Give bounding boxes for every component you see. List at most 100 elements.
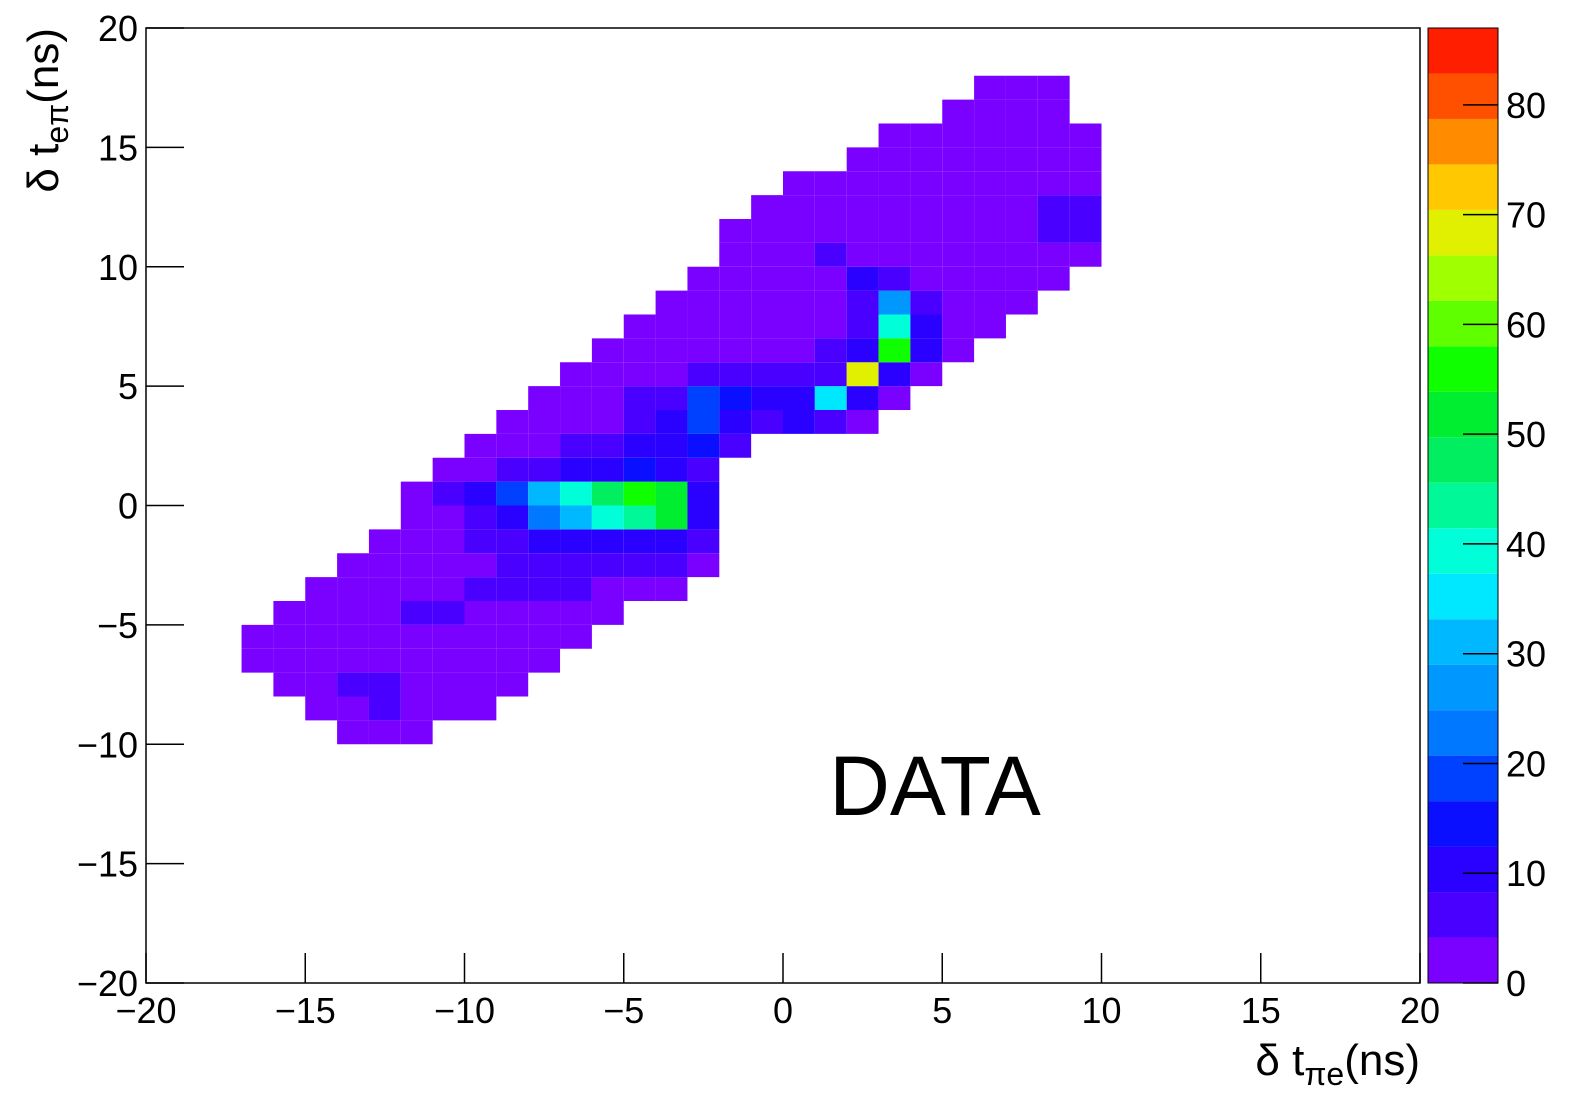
heatmap-cell [942,266,975,291]
heatmap-cell [432,648,465,673]
heatmap-cell [974,99,1006,124]
heatmap-cell [910,314,943,339]
colorbar-tick-label: 20 [1506,743,1546,784]
heatmap-cell [560,529,592,554]
heatmap-cell [464,457,497,482]
heatmap-cell [687,362,720,387]
colorbar-level [1428,937,1498,983]
heatmap-cell [400,529,433,554]
colorbar-level [1428,164,1498,210]
heatmap-cell [655,362,688,387]
heatmap-cell [974,219,1006,243]
heatmap-cell [655,481,688,506]
heatmap-cell [719,314,752,339]
heatmap-cell [623,433,656,458]
heatmap-cell [591,601,624,625]
heatmap-cell [337,672,369,697]
heatmap-cell [719,362,752,387]
heatmap-cell [591,577,624,601]
heatmap-cell [337,553,369,578]
heatmap-cell [814,386,847,410]
heatmap-cell [751,362,783,387]
heatmap-cell [623,457,656,482]
heatmap-cell [814,242,847,267]
heatmap-cell [1069,123,1102,148]
heatmap-cell [910,195,943,219]
colorbar-level [1428,28,1498,74]
heatmap-cell [974,75,1006,100]
heatmap-cell [496,624,529,649]
heatmap-cell [1069,147,1102,172]
colorbar-level [1428,710,1498,756]
heatmap-cell [623,338,656,363]
heatmap-cell [655,457,688,482]
heatmap-cell [591,338,624,363]
colorbar-level [1428,528,1498,574]
y-tick-label: 5 [118,366,138,407]
heatmap-cell [464,601,497,625]
heatmap-cell [687,505,720,530]
heatmap-cell [1005,242,1038,267]
heatmap-cell [846,171,879,196]
heatmap-cell [846,195,879,219]
heatmap-cell [623,314,656,339]
heatmap-cell [1037,147,1070,172]
heatmap-cell [846,314,879,339]
heatmap-cell [591,505,624,530]
heatmap-cell [655,505,688,530]
heatmap-cell [273,624,306,649]
heatmap-cell [878,362,911,387]
heatmap-cell [528,624,561,649]
colorbar-level [1428,346,1498,392]
heatmap-cell [1005,171,1038,196]
heatmap-cell [368,720,401,745]
heatmap-cell [687,290,720,315]
heatmap-cell [910,123,943,148]
heatmap-cell [751,314,783,339]
heatmap-cell [464,553,497,578]
heatmap-cell [814,290,847,315]
heatmap-cell [623,577,656,601]
x-tick-label: −15 [275,990,336,1031]
heatmap-cell [528,386,561,410]
heatmap-cell [942,314,975,339]
heatmap-cell [719,433,752,458]
heatmap-cell [783,290,815,315]
heatmap-cell [400,577,433,601]
heatmap-cell [942,195,975,219]
heatmap-cell [910,242,943,267]
heatmap-cell [337,624,369,649]
heatmap-cell [783,314,815,339]
cells [241,75,1102,745]
heatmap-cell [974,266,1006,291]
heatmap-cell [623,481,656,506]
heatmap-cell [560,505,592,530]
heatmap-cell [496,410,529,434]
heatmap-cell [464,529,497,554]
heatmap-cell [846,147,879,172]
heatmap-cell [878,195,911,219]
heatmap-cell [687,529,720,554]
heatmap-cell [623,362,656,387]
heatmap-cell [910,290,943,315]
heatmap-cell [942,338,975,363]
heatmap-cell [305,648,338,673]
heatmap-cell [528,481,561,506]
heatmap-cell [1069,171,1102,196]
heatmap-cell [846,338,879,363]
heatmap-cell [305,601,338,625]
heatmap-cell [337,720,369,745]
x-title-sub: πe [1304,1056,1344,1092]
heatmap-cell [1037,123,1070,148]
heatmap-cell [432,601,465,625]
heatmap-cell [878,266,911,291]
heatmap-cell [687,457,720,482]
heatmap-cell [496,433,529,458]
heatmap-cell [560,624,592,649]
heatmap-cell [591,529,624,554]
heatmap-cell [751,219,783,243]
colorbar-level [1428,482,1498,529]
heatmap-cell [560,601,592,625]
heatmap-cell [687,433,720,458]
